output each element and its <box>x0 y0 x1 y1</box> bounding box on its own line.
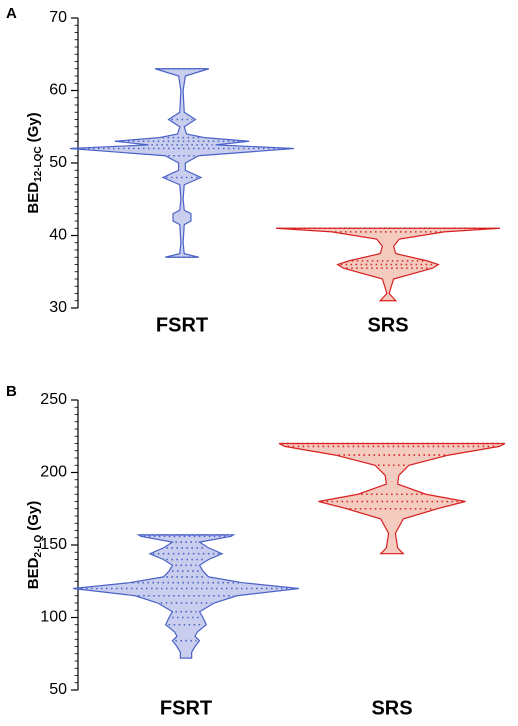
y-label-sub: 2-LQ <box>33 535 44 558</box>
y-tick-label: 200 <box>40 464 67 481</box>
y-tick-label: 40 <box>49 227 67 244</box>
violin-outline <box>72 534 300 659</box>
y-tick-label: 50 <box>49 681 67 698</box>
y-label-unit: (Gy) <box>25 501 42 531</box>
violin-outline <box>275 227 501 302</box>
x-tick-label: FSRT <box>156 314 208 336</box>
violin-half <box>388 228 500 301</box>
panel-label: B <box>6 383 17 400</box>
y-label-sub: 12-LQC <box>33 146 44 182</box>
violin-outline <box>69 68 295 258</box>
x-tick-label: SRS <box>371 697 412 719</box>
x-tick-label: SRS <box>367 314 408 336</box>
y-axis-label: BED2-LQ (Gy) <box>25 501 44 589</box>
violin-half <box>70 68 182 258</box>
y-label-unit: (Gy) <box>25 112 42 142</box>
y-tick-label: 100 <box>40 609 67 626</box>
y-tick-label: 150 <box>40 536 67 553</box>
y-axis-label: BED12-LQC (Gy) <box>25 112 44 213</box>
violin-half <box>182 68 294 258</box>
y-tick-label: 70 <box>49 9 67 26</box>
y-tick-label: 30 <box>49 299 67 316</box>
y-label-main: BED <box>25 182 42 214</box>
y-tick-label: 50 <box>49 154 67 171</box>
y-tick-label: 60 <box>49 82 67 99</box>
y-tick-label: 250 <box>40 391 67 408</box>
x-tick-label: FSRT <box>160 697 212 719</box>
panel-label: A <box>6 5 17 22</box>
y-label-main: BED <box>25 557 42 589</box>
